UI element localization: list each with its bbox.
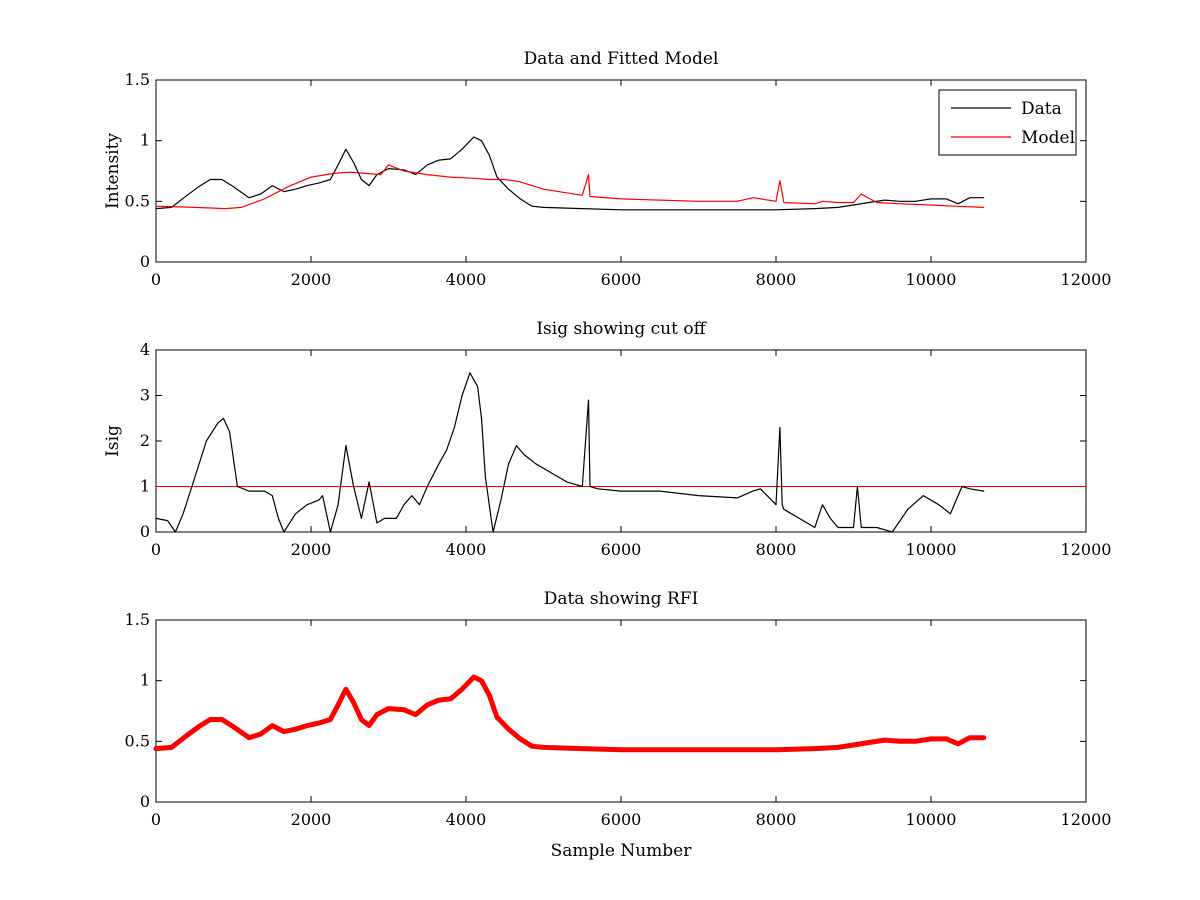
series-line-data <box>155 136 985 211</box>
x-tick-label: 12000 <box>1061 270 1112 289</box>
x-tick-label: 8000 <box>756 540 797 559</box>
x-tick-label: 6000 <box>601 540 642 559</box>
chart-title: Data and Fitted Model <box>524 49 719 69</box>
chart-title: Data showing RFI <box>544 589 699 609</box>
y-tick-label: 0.5 <box>125 731 150 750</box>
x-tick-label: 2000 <box>291 270 332 289</box>
y-tick-label: 0.5 <box>125 191 150 210</box>
x-tick-label: 0 <box>151 270 161 289</box>
plot-area <box>155 79 1087 263</box>
series-line-isig <box>155 372 985 533</box>
y-tick-label: 1.5 <box>125 610 150 629</box>
y-tick-label: 0 <box>140 792 150 811</box>
chart-panel-1: 0 2000 4000 6000 8000 10000 12000 0 0.5 1 1.5 Data … <box>103 49 1111 289</box>
x-axis-label: Sample Number <box>551 841 693 861</box>
y-tick-label: 1 <box>140 477 150 496</box>
x-tick-label: 4000 <box>446 810 487 829</box>
x-tick-label: 2000 <box>291 810 332 829</box>
legend-box <box>938 89 1077 156</box>
x-tick-label: 4000 <box>446 270 487 289</box>
x-tick-label: 8000 <box>756 810 797 829</box>
x-tick-label: 6000 <box>601 810 642 829</box>
plot-area <box>155 349 1087 533</box>
y-tick-label: 1 <box>140 131 150 150</box>
x-tick-label: 0 <box>151 810 161 829</box>
x-tick-label: 12000 <box>1061 810 1112 829</box>
plot-area <box>155 619 1087 803</box>
x-tick-label: 4000 <box>446 540 487 559</box>
y-tick-label: 3 <box>140 386 150 405</box>
x-tick-label: 6000 <box>601 270 642 289</box>
x-tick-label: 8000 <box>756 270 797 289</box>
y-tick-label: 0 <box>140 522 150 541</box>
y-axis-label: Intensity <box>103 133 123 209</box>
x-tick-label: 10000 <box>906 270 957 289</box>
y-tick-label: 4 <box>140 340 150 359</box>
x-tick-label: 0 <box>151 540 161 559</box>
y-tick-label: 1 <box>140 671 150 690</box>
legend-label: Data <box>1021 99 1062 119</box>
y-axis-label: Isig <box>103 425 123 457</box>
series-line-model <box>155 164 985 210</box>
y-tick-label: 1.5 <box>125 70 150 89</box>
y-tick-label: 2 <box>140 431 150 450</box>
x-tick-label: 10000 <box>906 540 957 559</box>
x-tick-label: 10000 <box>906 810 957 829</box>
x-tick-label: 12000 <box>1061 540 1112 559</box>
legend-label: Model <box>1021 128 1075 148</box>
chart-panel-3: 0 2000 4000 6000 8000 10000 12000 0 0.5 1 1.5 Data … <box>125 589 1112 861</box>
chart-panel-2: 0 2000 4000 6000 8000 10000 12000 0 1 2 3 4 Isig sho… <box>103 319 1111 559</box>
series-line-data <box>153 674 987 753</box>
chart-title: Isig showing cut off <box>536 319 707 339</box>
x-tick-label: 2000 <box>291 540 332 559</box>
legend: Data Model <box>938 89 1077 156</box>
y-tick-label: 0 <box>140 252 150 271</box>
